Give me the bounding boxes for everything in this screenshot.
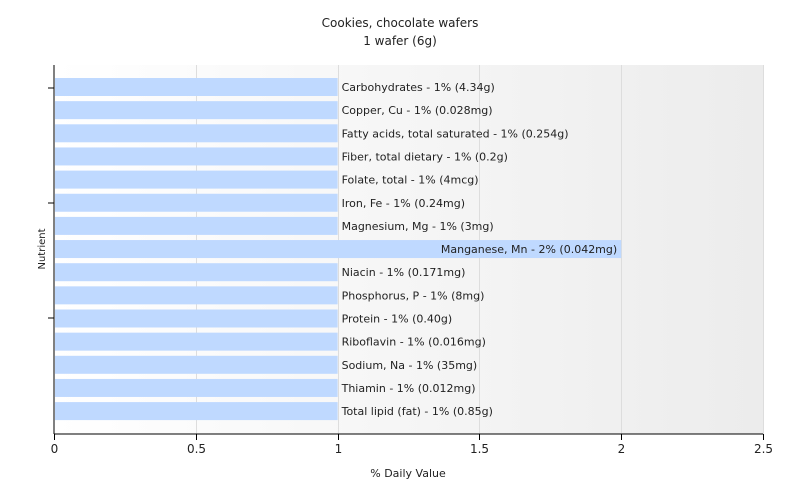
data-label: Folate, total - 1% (4mcg): [342, 174, 479, 187]
x-tick-label: 1.5: [470, 442, 489, 456]
bar: [55, 355, 338, 374]
data-label: Niacin - 1% (0.171mg): [342, 266, 466, 279]
y-axis-ticks: [48, 87, 54, 319]
bar: [55, 216, 338, 235]
data-label: Iron, Fe - 1% (0.24mg): [342, 197, 465, 210]
data-label: Fatty acids, total saturated - 1% (0.254…: [342, 127, 569, 140]
bar: [55, 402, 338, 421]
x-tick-label: 1: [335, 442, 343, 456]
data-label: Phosphorus, P - 1% (8mg): [342, 289, 485, 302]
bar: [55, 240, 622, 259]
bar: [55, 193, 338, 212]
data-label: Thiamin - 1% (0.012mg): [341, 382, 476, 395]
x-tick-label: 2: [618, 442, 626, 456]
bar: [55, 263, 338, 282]
data-label: Carbohydrates - 1% (4.34g): [342, 81, 495, 94]
x-axis-label: % Daily Value: [370, 467, 446, 480]
bar: [55, 332, 338, 351]
bar: [55, 286, 338, 305]
bar: [55, 78, 338, 96]
data-label: Riboflavin - 1% (0.016mg): [342, 336, 486, 349]
x-tick-label: 2.5: [754, 442, 773, 456]
data-label: Sodium, Na - 1% (35mg): [342, 359, 478, 372]
data-label: Protein - 1% (0.40g): [342, 313, 453, 326]
data-label: Manganese, Mn - 2% (0.042mg): [441, 243, 617, 256]
x-tick-label: 0: [51, 442, 59, 456]
bar: [55, 378, 338, 397]
data-label: Fiber, total dietary - 1% (0.2g): [342, 150, 508, 163]
y-axis-label: Nutrient: [37, 228, 48, 269]
bar: [55, 170, 338, 189]
chart-title: Cookies, chocolate wafers: [322, 16, 479, 30]
bars: [55, 78, 622, 421]
bar: [55, 147, 338, 166]
data-label: Total lipid (fat) - 1% (0.85g): [341, 405, 493, 418]
bar: [55, 309, 338, 328]
data-label: Magnesium, Mg - 1% (3mg): [342, 220, 494, 233]
bar: [55, 101, 338, 120]
x-tick-label: 0.5: [187, 442, 206, 456]
data-label: Copper, Cu - 1% (0.028mg): [342, 104, 493, 117]
x-axis-ticks: 0 0.5 1 1.5 2 2.5: [51, 434, 773, 456]
chart-subtitle: 1 wafer (6g): [363, 34, 437, 48]
data-labels: Carbohydrates - 1% (4.34g) Copper, Cu - 1…: [341, 81, 618, 418]
bar: [55, 124, 338, 143]
